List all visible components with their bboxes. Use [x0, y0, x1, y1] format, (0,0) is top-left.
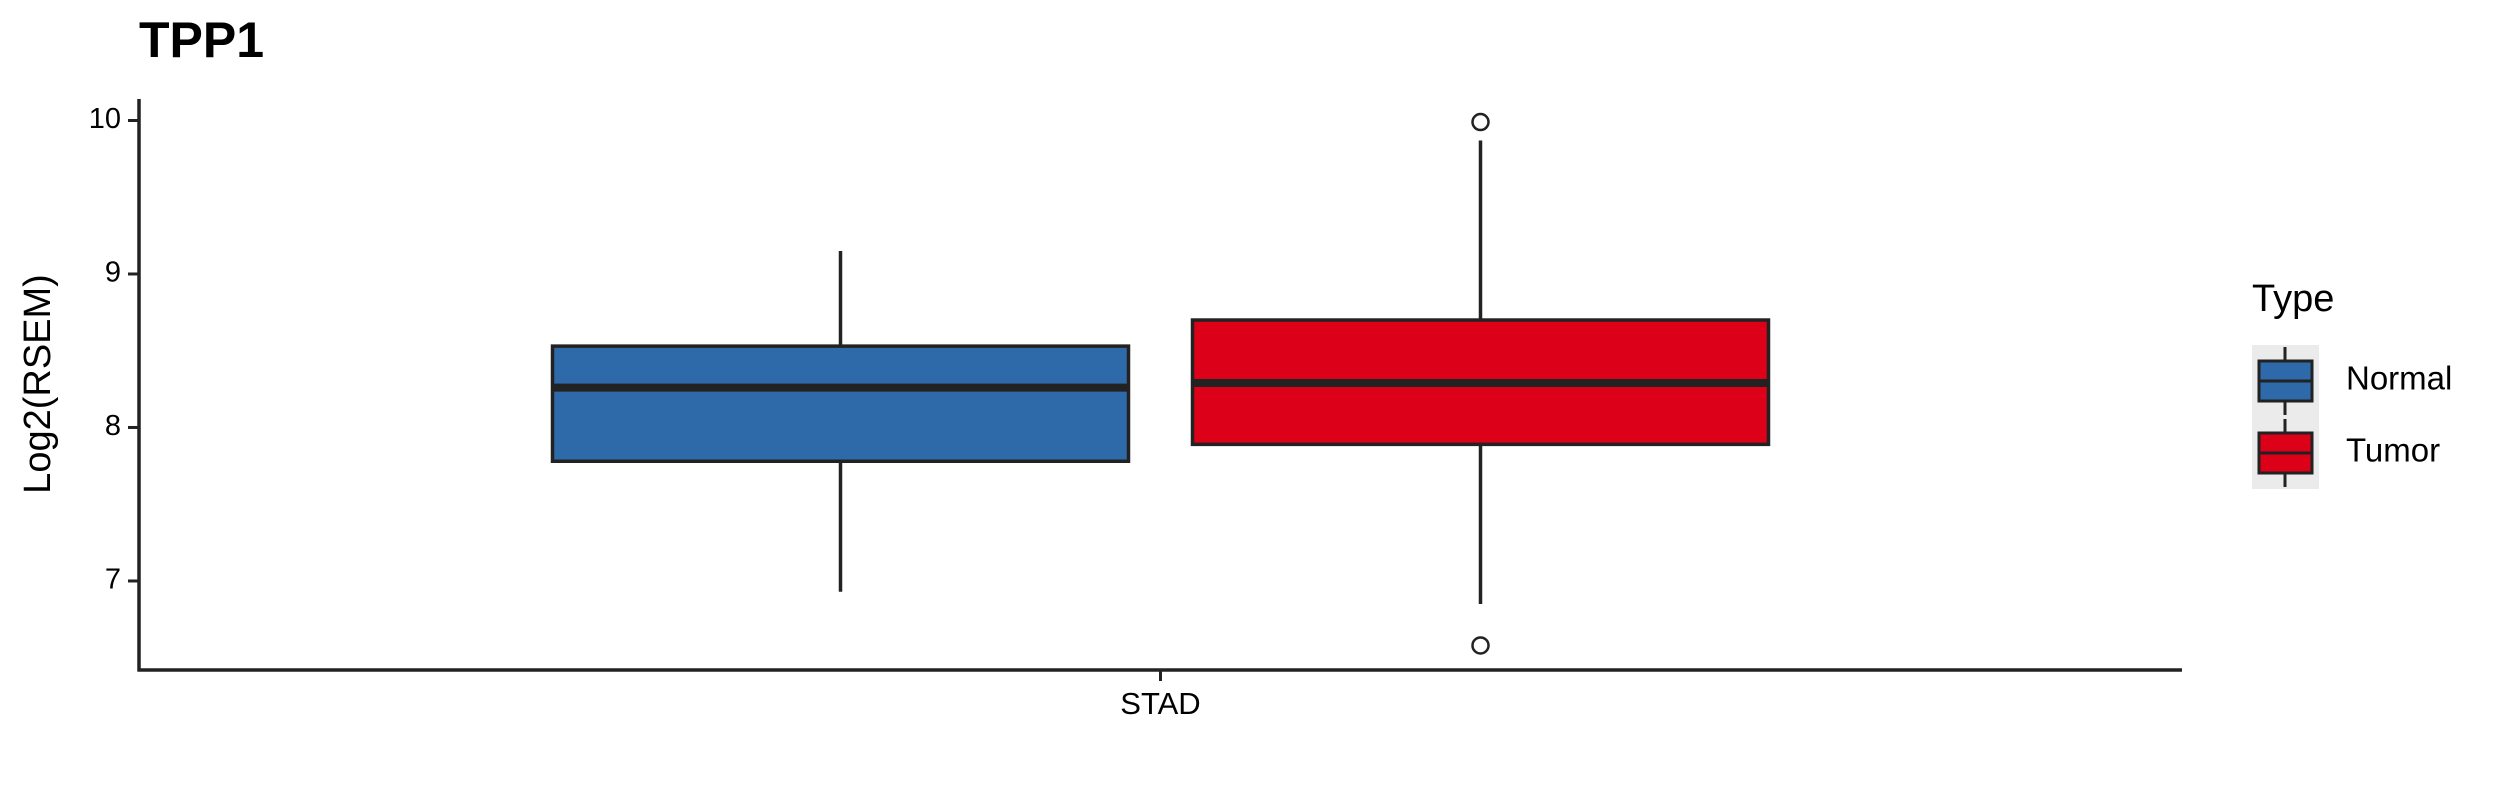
y-tick-label: 7 [105, 564, 121, 596]
x-tick-label: STAD [1120, 686, 1200, 721]
legend-label: Tumor [2346, 432, 2440, 469]
y-tick-label: 9 [105, 257, 121, 289]
legend-label: Normal [2346, 360, 2452, 397]
legend-title: Type [2252, 278, 2334, 320]
y-tick-label: 8 [105, 410, 121, 442]
chart-title: TPP1 [139, 12, 264, 68]
y-tick-label: 10 [89, 103, 121, 135]
y-axis-label: Log2(RSEM) [17, 274, 59, 494]
box [550, 344, 1131, 463]
outlier [1471, 636, 1490, 655]
outlier [1471, 112, 1490, 132]
